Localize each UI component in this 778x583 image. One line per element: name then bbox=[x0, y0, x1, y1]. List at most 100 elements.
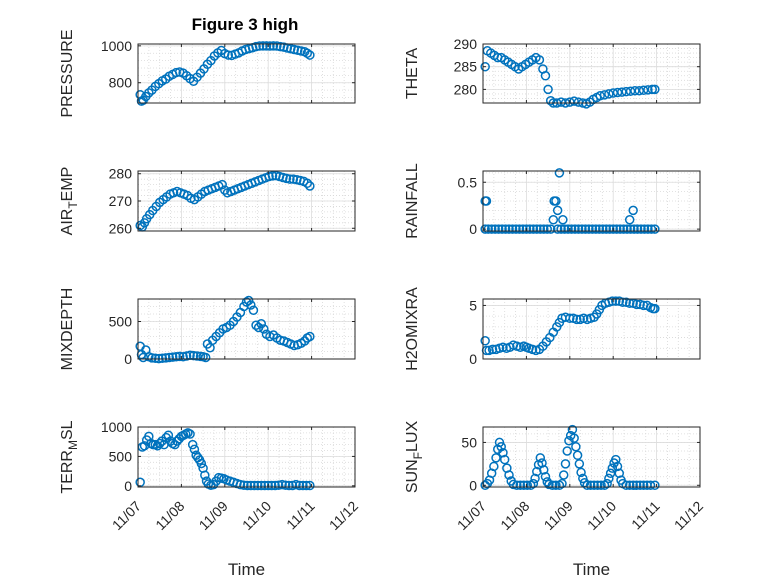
data-point bbox=[280, 480, 291, 490]
data-point bbox=[498, 447, 508, 458]
data-point bbox=[578, 473, 588, 484]
y-tick-label: 800 bbox=[109, 75, 133, 91]
data-point bbox=[305, 181, 315, 191]
data-point bbox=[265, 41, 275, 51]
data-point bbox=[496, 441, 506, 452]
data-point bbox=[576, 467, 586, 478]
y-axis-label: PRESSURE bbox=[59, 29, 76, 117]
y-tick-label: 1000 bbox=[101, 38, 132, 54]
data-point bbox=[525, 224, 535, 234]
panel-h2omixra: 0 5 H2OMIXRA bbox=[404, 287, 701, 371]
y-tick-label: 500 bbox=[109, 314, 133, 330]
y-tick-label: 0 bbox=[124, 478, 132, 494]
data-point bbox=[521, 224, 532, 234]
data-point bbox=[547, 480, 558, 491]
panel-mixdepth: 0 500 MIXDEPTH bbox=[59, 288, 356, 370]
data-point bbox=[272, 41, 282, 51]
data-point bbox=[181, 351, 192, 361]
data-point bbox=[259, 480, 270, 491]
data-point bbox=[486, 224, 497, 234]
data-point bbox=[632, 224, 643, 234]
data-point bbox=[220, 185, 230, 195]
y-tick-label: 270 bbox=[109, 193, 133, 209]
x-tick-label: 11/08 bbox=[497, 498, 533, 534]
data-point bbox=[284, 480, 294, 491]
data-point bbox=[268, 41, 279, 51]
data-point bbox=[552, 224, 563, 234]
data-point bbox=[248, 305, 259, 315]
panel-terr-msl: 0 500 1000 TERRMSL 11/07 11/08 11/09 11/10 11/11… bbox=[59, 419, 361, 579]
data-point bbox=[235, 479, 246, 490]
y-tick-label: 0 bbox=[469, 351, 477, 367]
data-point bbox=[144, 88, 154, 98]
data-point bbox=[571, 314, 582, 325]
data-point bbox=[587, 224, 598, 234]
data-point bbox=[629, 224, 639, 234]
data-point bbox=[534, 55, 545, 65]
data-point bbox=[569, 433, 579, 443]
data-point bbox=[139, 441, 150, 451]
y-axis-label-main: AIR bbox=[59, 209, 76, 236]
data-point bbox=[305, 480, 315, 491]
x-tick-label: 11/07 bbox=[109, 498, 145, 534]
data-point bbox=[189, 444, 200, 455]
data-point bbox=[480, 224, 490, 234]
y-tick-label: 0 bbox=[469, 477, 477, 493]
data-point bbox=[607, 463, 618, 473]
data-point bbox=[251, 320, 261, 330]
data-point bbox=[277, 479, 287, 490]
data-point bbox=[596, 480, 606, 491]
x-tick-label: 11/10 bbox=[584, 498, 620, 534]
data-point bbox=[611, 454, 621, 465]
data-point bbox=[545, 95, 556, 106]
data-point bbox=[628, 205, 638, 216]
panels-group: 800 1000 PRESSURE 280 285 290 THETA 260 270 280 AI… bbox=[59, 29, 706, 579]
data-point bbox=[598, 224, 608, 234]
data-point bbox=[563, 224, 573, 234]
data-point bbox=[178, 352, 188, 362]
data-point bbox=[631, 299, 642, 310]
data-point bbox=[188, 350, 199, 361]
y-tick-label: 0 bbox=[469, 221, 477, 237]
data-point bbox=[552, 205, 563, 216]
y-tick-label: 0.5 bbox=[458, 174, 478, 190]
data-point bbox=[253, 480, 263, 491]
data-point bbox=[164, 352, 174, 363]
y-axis-label: AIRTEMP bbox=[59, 167, 80, 236]
data-point bbox=[650, 480, 660, 491]
data-point bbox=[296, 46, 306, 56]
data-point bbox=[185, 429, 195, 439]
data-point bbox=[594, 224, 605, 234]
data-point bbox=[294, 480, 305, 491]
data-point bbox=[634, 85, 644, 96]
y-axis-label: H2OMIXRA bbox=[404, 287, 421, 371]
data-point bbox=[615, 224, 625, 234]
axes-box bbox=[482, 426, 701, 488]
x-tick-label: 11/09 bbox=[196, 498, 232, 534]
data-point bbox=[570, 224, 580, 234]
data-point bbox=[200, 470, 210, 480]
data-point bbox=[557, 478, 567, 489]
data-point bbox=[489, 461, 499, 472]
x-tick-label: 11/07 bbox=[454, 498, 490, 534]
data-point bbox=[582, 480, 592, 491]
data-point bbox=[614, 468, 625, 479]
data-point bbox=[292, 45, 303, 56]
data-point bbox=[607, 296, 618, 306]
y-axis-label-subscript: T bbox=[66, 201, 80, 209]
data-point bbox=[638, 85, 649, 96]
data-point bbox=[481, 345, 492, 356]
data-point bbox=[530, 473, 540, 484]
data-point bbox=[535, 224, 546, 234]
panel-air-temp: 260 270 280 AIRTEMP bbox=[59, 166, 356, 236]
data-point bbox=[562, 446, 572, 456]
data-point bbox=[584, 224, 594, 234]
data-point bbox=[254, 41, 265, 51]
data-point bbox=[539, 224, 549, 234]
data-point bbox=[163, 430, 174, 440]
data-point bbox=[200, 352, 211, 363]
data-point bbox=[512, 480, 522, 491]
data-point bbox=[638, 480, 649, 491]
data-point bbox=[223, 50, 234, 60]
